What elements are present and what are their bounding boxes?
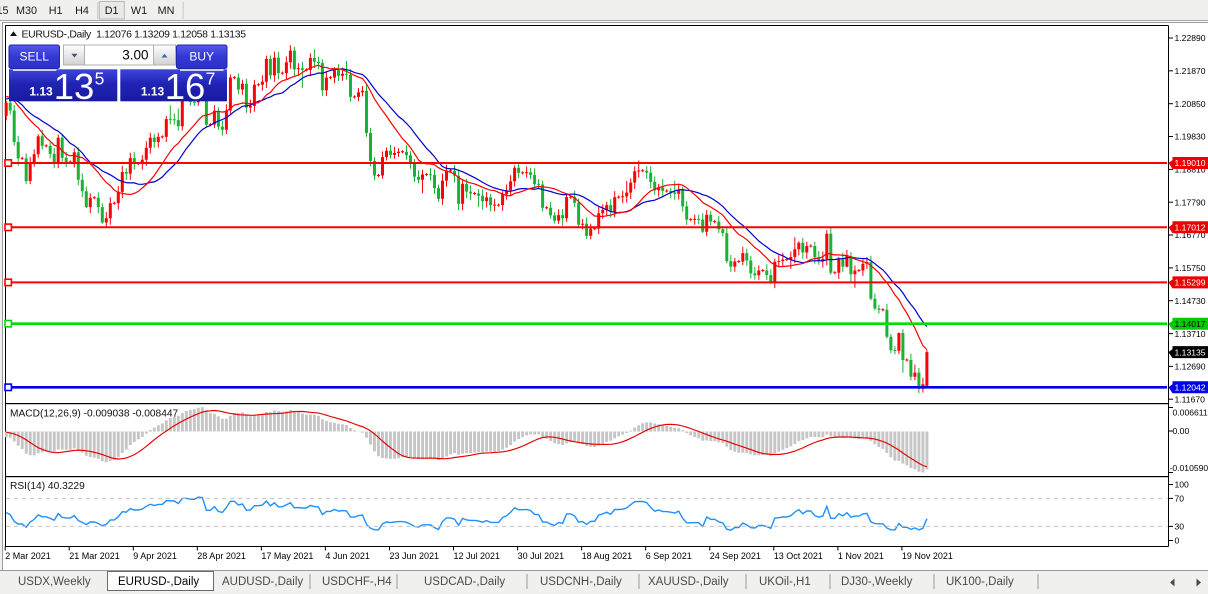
svg-text:H4: H4 bbox=[75, 5, 89, 17]
svg-text:30 Jul 2021: 30 Jul 2021 bbox=[518, 551, 565, 561]
svg-text:1.19010: 1.19010 bbox=[1175, 158, 1206, 168]
svg-text:1.11670: 1.11670 bbox=[1175, 394, 1206, 404]
svg-text:1.14017: 1.14017 bbox=[1175, 319, 1206, 329]
svg-text:XAUUSD-,Daily: XAUUSD-,Daily bbox=[648, 576, 729, 588]
svg-text:0: 0 bbox=[1175, 536, 1180, 546]
svg-text:USDX,Weekly: USDX,Weekly bbox=[18, 576, 91, 588]
svg-text:1.17012: 1.17012 bbox=[1175, 223, 1206, 233]
svg-text:MN: MN bbox=[158, 5, 175, 17]
svg-text:13 Oct 2021: 13 Oct 2021 bbox=[774, 551, 823, 561]
svg-text:1.19830: 1.19830 bbox=[1175, 132, 1206, 142]
svg-text:D1: D1 bbox=[105, 5, 119, 17]
svg-text:0.00: 0.00 bbox=[1173, 426, 1190, 436]
svg-text:5: 5 bbox=[95, 69, 105, 89]
svg-text:17 May 2021: 17 May 2021 bbox=[261, 551, 313, 561]
svg-text:4 Jun 2021: 4 Jun 2021 bbox=[325, 551, 370, 561]
svg-text:7: 7 bbox=[206, 69, 216, 89]
svg-text:23 Jun 2021: 23 Jun 2021 bbox=[390, 551, 440, 561]
svg-text:MACD(12,26,9) -0.009038 -0.008: MACD(12,26,9) -0.009038 -0.008447 bbox=[10, 409, 179, 420]
svg-text:USDCAD-,Daily: USDCAD-,Daily bbox=[424, 576, 505, 588]
svg-text:M30: M30 bbox=[16, 5, 37, 17]
svg-text:6 Sep 2021: 6 Sep 2021 bbox=[646, 551, 692, 561]
svg-text:1.20850: 1.20850 bbox=[1175, 99, 1206, 109]
svg-text:UK100-,Daily: UK100-,Daily bbox=[946, 576, 1014, 588]
svg-text:21 Mar 2021: 21 Mar 2021 bbox=[69, 551, 120, 561]
svg-text:EURUSD-,Daily: EURUSD-,Daily bbox=[118, 576, 199, 588]
svg-text:W1: W1 bbox=[131, 5, 147, 17]
svg-text:100: 100 bbox=[1175, 480, 1190, 490]
svg-text:1.13: 1.13 bbox=[141, 85, 165, 99]
svg-text:-0.010590: -0.010590 bbox=[1170, 463, 1208, 473]
svg-text:1.14730: 1.14730 bbox=[1175, 296, 1206, 306]
svg-text:EURUSD-,Daily 1.12076 1.13209: EURUSD-,Daily 1.12076 1.13209 1.12058 1.… bbox=[22, 30, 247, 41]
svg-text:H1: H1 bbox=[49, 5, 63, 17]
svg-text:AUDUSD-,Daily: AUDUSD-,Daily bbox=[222, 576, 303, 588]
svg-text:BUY: BUY bbox=[189, 50, 214, 64]
svg-text:70: 70 bbox=[1175, 494, 1185, 504]
svg-text:DJ30-,Weekly: DJ30-,Weekly bbox=[841, 576, 913, 588]
svg-text:USDCNH-,Daily: USDCNH-,Daily bbox=[540, 576, 622, 588]
svg-text:USDCHF-,H4: USDCHF-,H4 bbox=[322, 576, 392, 588]
svg-text:1.15750: 1.15750 bbox=[1175, 263, 1206, 273]
svg-text:UKOil-,H1: UKOil-,H1 bbox=[759, 576, 811, 588]
svg-text:1.15299: 1.15299 bbox=[1175, 278, 1206, 288]
svg-text:24 Sep 2021: 24 Sep 2021 bbox=[710, 551, 761, 561]
svg-text:12 Jul 2021: 12 Jul 2021 bbox=[454, 551, 501, 561]
svg-text:1.13135: 1.13135 bbox=[1175, 347, 1206, 357]
svg-text:13: 13 bbox=[54, 66, 95, 107]
svg-text:28 Apr 2021: 28 Apr 2021 bbox=[197, 551, 246, 561]
svg-text:0.006611: 0.006611 bbox=[1173, 408, 1208, 418]
svg-text:1.21870: 1.21870 bbox=[1175, 66, 1206, 76]
svg-text:1 Nov 2021: 1 Nov 2021 bbox=[838, 551, 884, 561]
svg-text:1.22890: 1.22890 bbox=[1175, 33, 1206, 43]
svg-text:SELL: SELL bbox=[20, 50, 50, 64]
svg-text:RSI(14) 40.3229: RSI(14) 40.3229 bbox=[10, 481, 85, 492]
svg-text:1.12690: 1.12690 bbox=[1175, 362, 1206, 372]
svg-text:30: 30 bbox=[1175, 522, 1185, 532]
svg-text:2 Mar 2021: 2 Mar 2021 bbox=[5, 551, 51, 561]
svg-text:3.00: 3.00 bbox=[122, 48, 148, 63]
svg-text:19 Nov 2021: 19 Nov 2021 bbox=[902, 551, 953, 561]
svg-text:18 Aug 2021: 18 Aug 2021 bbox=[582, 551, 633, 561]
svg-text:M15: M15 bbox=[0, 5, 9, 17]
svg-text:1.17790: 1.17790 bbox=[1175, 197, 1206, 207]
svg-text:1.16770: 1.16770 bbox=[1175, 230, 1206, 240]
svg-text:1.13710: 1.13710 bbox=[1175, 329, 1206, 339]
svg-text:1.18810: 1.18810 bbox=[1175, 165, 1206, 175]
svg-text:16: 16 bbox=[165, 66, 206, 107]
svg-text:9 Apr 2021: 9 Apr 2021 bbox=[133, 551, 177, 561]
svg-text:1.13: 1.13 bbox=[29, 85, 53, 99]
svg-text:1.12042: 1.12042 bbox=[1175, 383, 1206, 393]
